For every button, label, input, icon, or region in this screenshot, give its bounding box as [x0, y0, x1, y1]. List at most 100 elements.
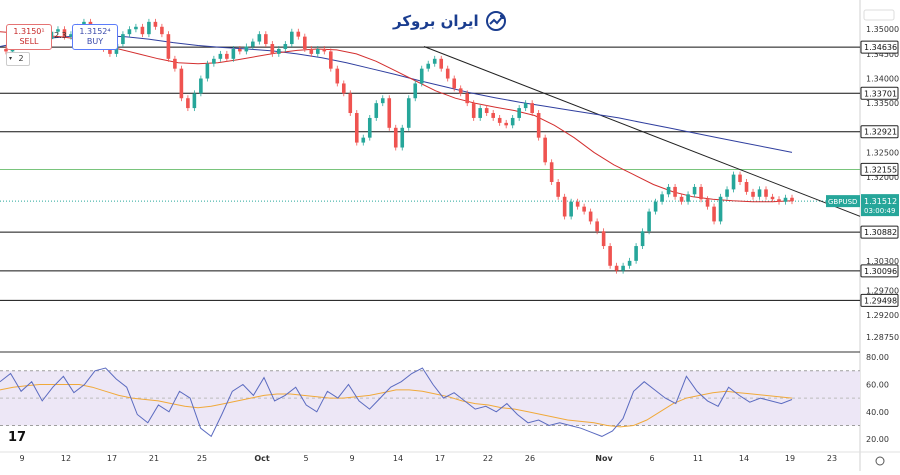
candle[interactable]	[640, 231, 645, 247]
candle[interactable]	[660, 194, 664, 202]
candle[interactable]	[296, 31, 301, 37]
candle[interactable]	[153, 21, 158, 27]
candle[interactable]	[290, 31, 294, 45]
candle[interactable]	[277, 48, 281, 54]
candle[interactable]	[127, 29, 132, 35]
candle[interactable]	[400, 127, 405, 148]
candle[interactable]	[56, 29, 60, 32]
candle[interactable]	[179, 68, 184, 99]
candle[interactable]	[328, 51, 333, 69]
candle[interactable]	[309, 48, 314, 54]
candle[interactable]	[406, 98, 411, 128]
candle[interactable]	[147, 21, 151, 35]
candle[interactable]	[504, 122, 508, 126]
candle[interactable]	[426, 63, 431, 69]
candle[interactable]	[380, 98, 385, 104]
candle[interactable]	[725, 189, 729, 197]
candle[interactable]	[251, 41, 255, 47]
candle[interactable]	[121, 34, 125, 45]
candle[interactable]	[160, 26, 164, 35]
candle[interactable]	[231, 48, 236, 59]
candle[interactable]	[465, 93, 470, 104]
candle[interactable]	[692, 186, 697, 195]
candle[interactable]	[523, 103, 528, 109]
candle[interactable]	[621, 265, 625, 271]
candle[interactable]	[549, 162, 554, 182]
candle[interactable]	[744, 182, 749, 192]
candle[interactable]	[777, 199, 781, 202]
candle[interactable]	[413, 83, 418, 99]
candle[interactable]	[367, 117, 372, 138]
candle[interactable]	[647, 211, 651, 232]
candle[interactable]	[225, 53, 229, 59]
candle[interactable]	[244, 46, 249, 52]
candle[interactable]	[322, 48, 327, 52]
candle[interactable]	[354, 113, 359, 143]
candle[interactable]	[458, 88, 463, 94]
candle[interactable]	[627, 260, 632, 266]
candle[interactable]	[491, 113, 495, 118]
candle[interactable]	[186, 98, 190, 109]
candle[interactable]	[62, 29, 67, 37]
candle[interactable]	[348, 93, 353, 114]
candle[interactable]	[595, 221, 599, 232]
candle[interactable]	[601, 231, 606, 247]
candle[interactable]	[484, 108, 489, 114]
candle[interactable]	[575, 201, 580, 207]
candle[interactable]	[192, 93, 197, 109]
candle[interactable]	[686, 194, 690, 202]
candle[interactable]	[374, 103, 379, 118]
candle[interactable]	[712, 206, 716, 222]
candle[interactable]	[166, 34, 171, 59]
candle[interactable]	[393, 127, 398, 148]
candle[interactable]	[666, 186, 671, 195]
candle[interactable]	[199, 78, 203, 94]
candle[interactable]	[341, 83, 346, 94]
candle[interactable]	[634, 246, 638, 261]
candle[interactable]	[614, 265, 619, 271]
candle[interactable]	[218, 53, 223, 59]
candle[interactable]	[205, 63, 210, 79]
candle[interactable]	[569, 201, 573, 217]
candle[interactable]	[387, 98, 392, 128]
candle[interactable]	[445, 68, 450, 79]
candle[interactable]	[738, 174, 742, 182]
candle[interactable]	[419, 68, 424, 84]
candle[interactable]	[530, 103, 534, 114]
candle[interactable]	[731, 174, 736, 190]
candle[interactable]	[536, 113, 541, 138]
candle[interactable]	[588, 211, 593, 222]
candle[interactable]	[582, 206, 586, 212]
sell-button[interactable]: 1.3150¹ SELL	[6, 24, 52, 50]
candle[interactable]	[361, 137, 366, 143]
candle[interactable]	[335, 68, 340, 84]
trendline[interactable]	[423, 46, 861, 217]
candle[interactable]	[432, 58, 437, 64]
buy-button[interactable]: 1.3152⁴ BUY	[72, 24, 118, 50]
lots-selector[interactable]: ▾ 2	[6, 52, 30, 66]
candle[interactable]	[556, 182, 560, 197]
candle[interactable]	[108, 48, 112, 54]
candle[interactable]	[471, 103, 476, 118]
candle[interactable]	[478, 108, 482, 118]
candle[interactable]	[653, 201, 658, 212]
candle[interactable]	[270, 44, 275, 54]
candle[interactable]	[757, 189, 762, 197]
candle[interactable]	[699, 186, 703, 200]
candle[interactable]	[751, 191, 755, 197]
candle[interactable]	[173, 58, 177, 69]
candle[interactable]	[134, 26, 138, 30]
candle[interactable]	[517, 108, 521, 118]
candle[interactable]	[510, 117, 515, 126]
candle[interactable]	[316, 48, 320, 54]
candle[interactable]	[562, 196, 567, 217]
candle[interactable]	[608, 246, 612, 266]
candle[interactable]	[4, 48, 8, 52]
candle[interactable]	[718, 196, 723, 222]
candle[interactable]	[679, 196, 684, 202]
candle[interactable]	[238, 48, 242, 52]
candle[interactable]	[283, 44, 288, 49]
candle[interactable]	[543, 137, 547, 163]
candle[interactable]	[257, 34, 262, 42]
